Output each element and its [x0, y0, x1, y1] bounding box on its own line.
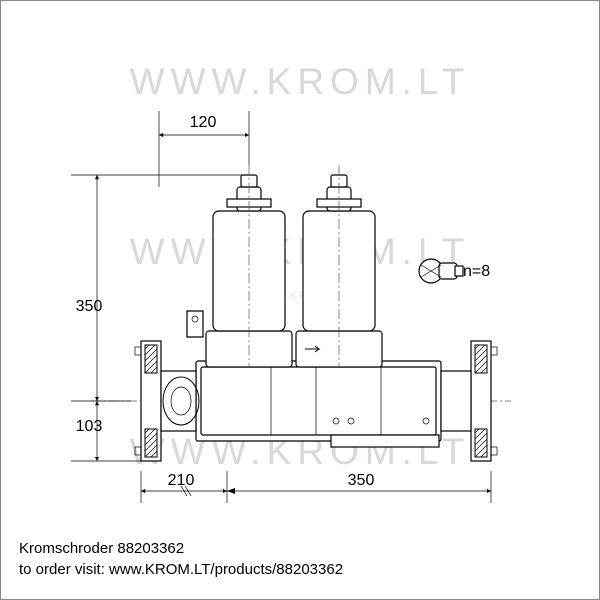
part-number: 88203362 — [117, 540, 184, 557]
solenoid-left — [206, 165, 292, 367]
dim-centerline-offset: 103 — [76, 418, 103, 435]
footer: Kromschroder 88203362 to order visit: ww… — [19, 538, 343, 582]
order-url[interactable]: www.KROM.LT/products/88203362 — [109, 561, 343, 578]
dim-width-top: 120 — [190, 114, 217, 131]
dim-length: 350 — [348, 472, 375, 489]
dim-bolt-count: n=8 — [463, 263, 490, 280]
diagram-container: WWW.KROM.LT WWW.KROM.LT WWW.KROM.LT WWW.… — [0, 0, 600, 600]
brand-label: Kromschroder — [19, 540, 113, 557]
dim-height-left: 350 — [76, 298, 103, 315]
technical-drawing: 120 350 103 210 350 n=8 — [31, 31, 571, 571]
cta-prefix: to order visit: — [19, 561, 109, 578]
dim-depth: 210 — [168, 472, 195, 489]
solenoid-right — [296, 165, 382, 367]
cable-gland — [419, 259, 463, 283]
